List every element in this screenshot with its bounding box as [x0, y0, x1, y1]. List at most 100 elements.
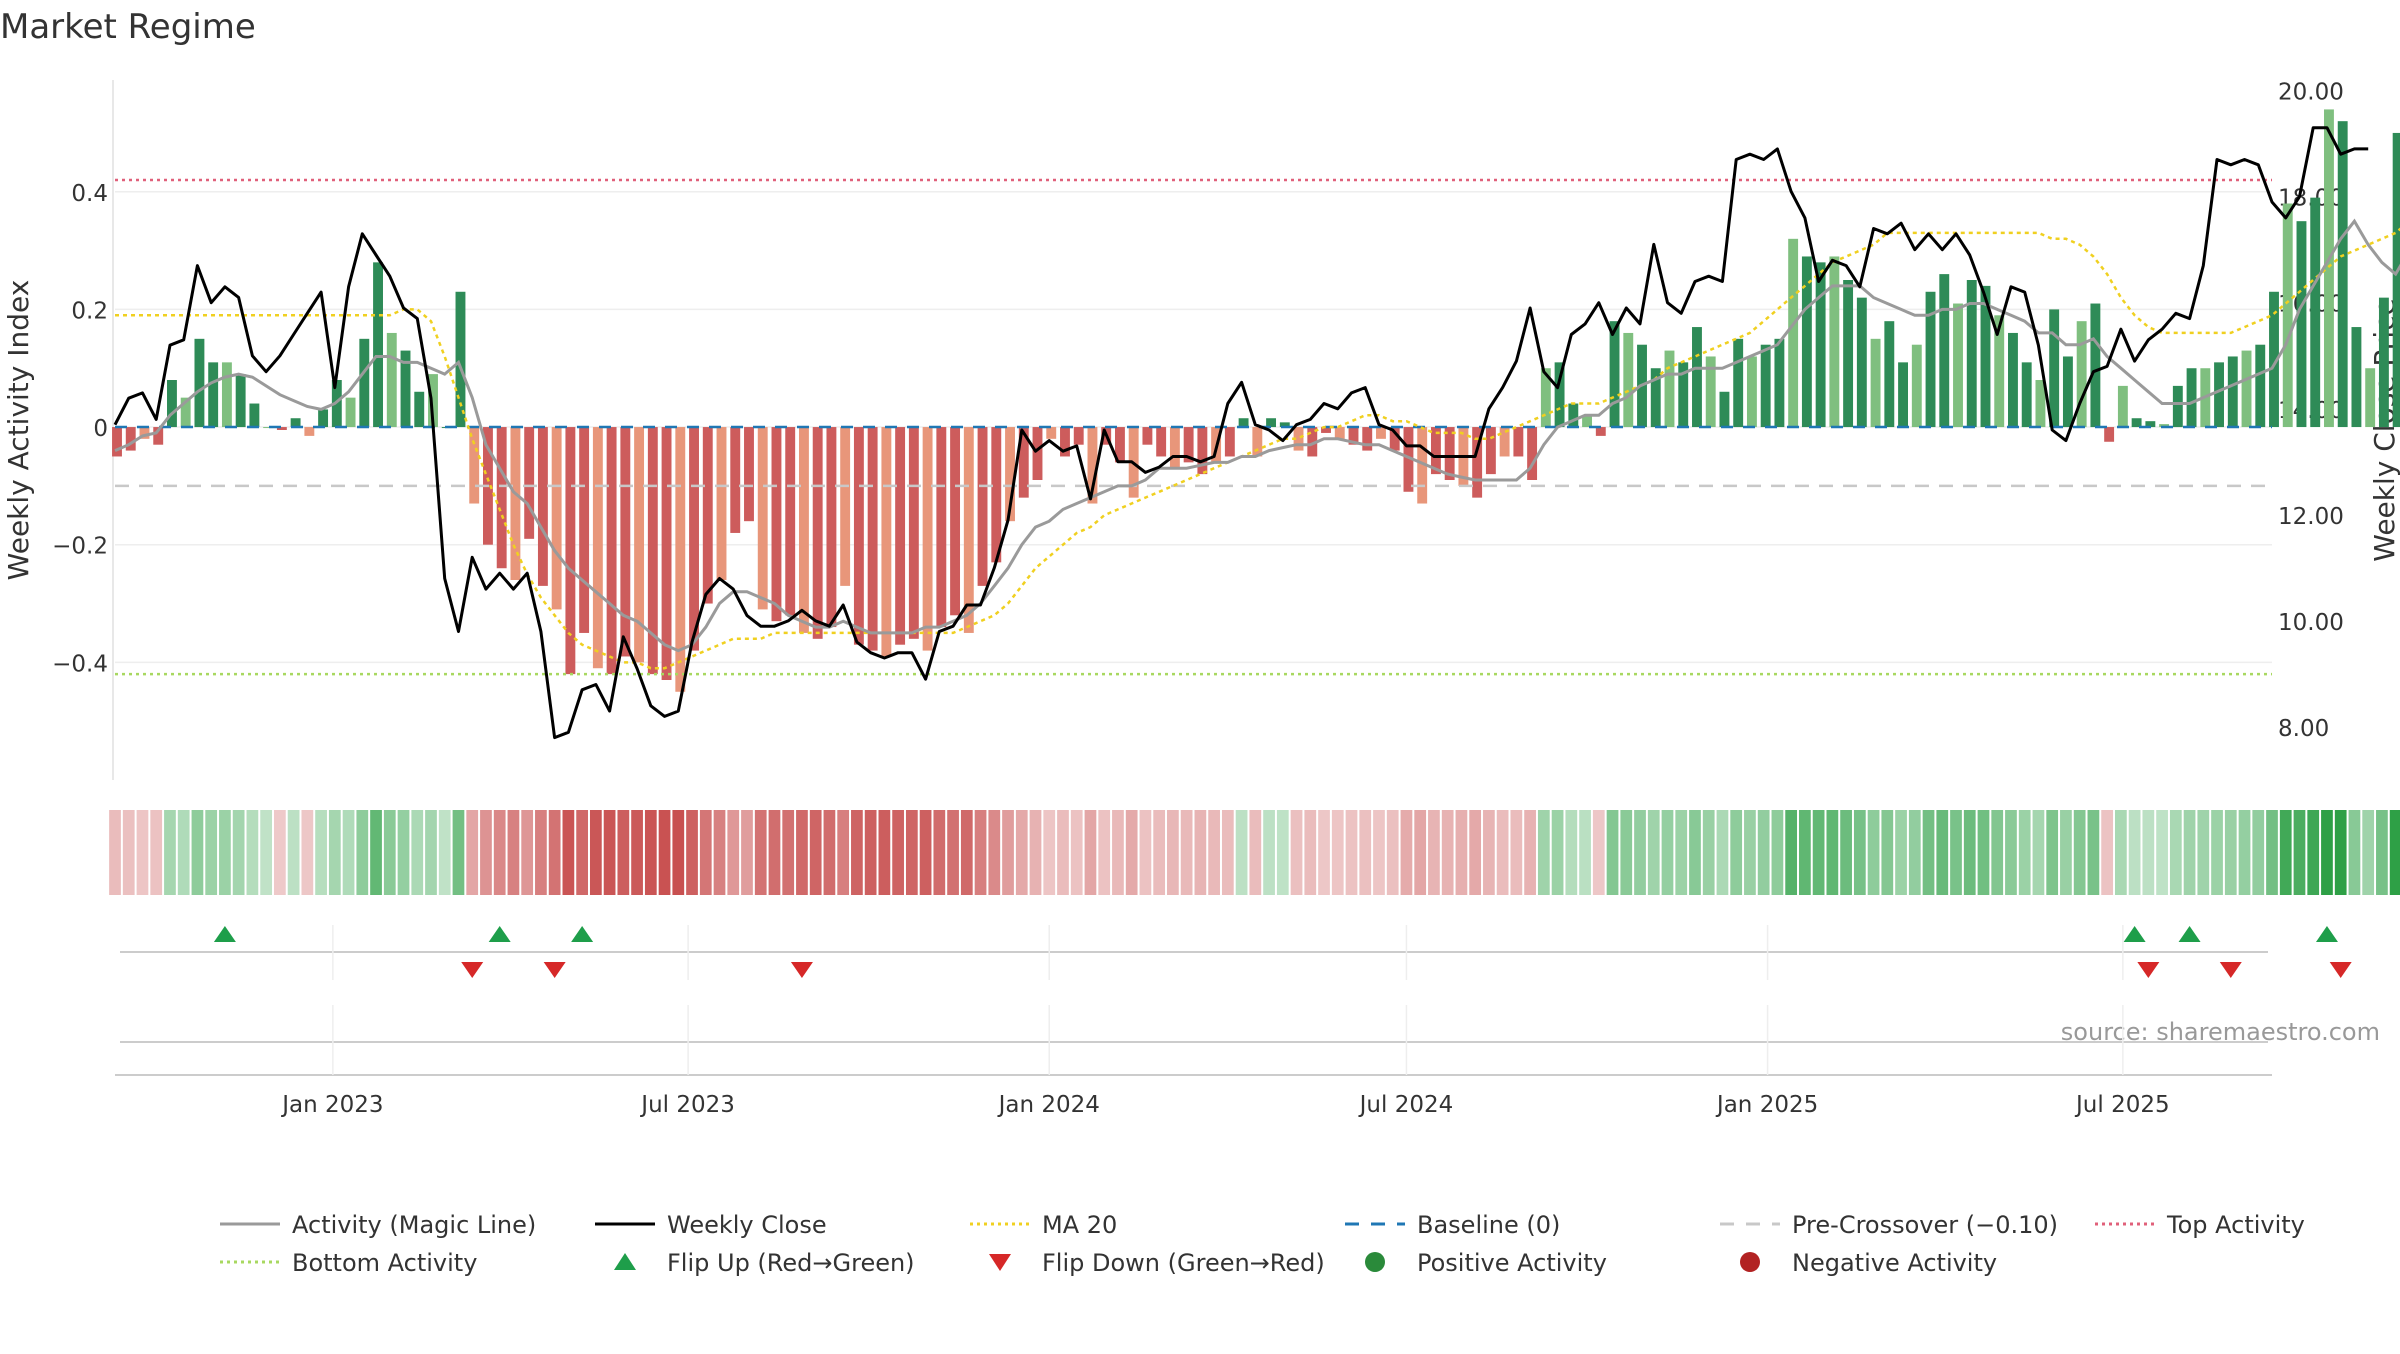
legend-label: Top Activity	[2166, 1211, 2305, 1239]
regime-strip-cell	[232, 810, 245, 895]
activity-bar	[730, 427, 741, 533]
y-tick-label-right: 12.00	[2278, 504, 2344, 530]
regime-strip-cell	[177, 810, 190, 895]
activity-bar	[2214, 362, 2224, 428]
regime-strip-cell	[741, 810, 753, 895]
x-tick-label: Jan 2023	[280, 1092, 383, 1118]
activity-bar	[1568, 403, 1579, 428]
regime-strip-cell	[2266, 810, 2278, 895]
regime-strip-cell	[1345, 810, 1358, 895]
regime-strip-cell	[933, 810, 946, 895]
regime-strip-cell	[851, 810, 863, 895]
activity-bar	[2378, 297, 2389, 428]
regime-strip-cell	[425, 810, 437, 895]
regime-strip-cell	[1853, 810, 1866, 895]
activity-bar	[153, 427, 164, 445]
activity-bar	[1843, 280, 1854, 428]
activity-bar	[1114, 427, 1125, 463]
regime-strip-cell	[947, 810, 959, 895]
regime-strip-cell	[644, 810, 657, 895]
regime-strip-cell	[342, 810, 355, 895]
regime-strip-cell	[315, 810, 327, 895]
regime-strip-cell	[2005, 810, 2017, 895]
activity-bar	[194, 338, 205, 428]
activity-bar	[1060, 427, 1070, 457]
regime-strip-cell	[809, 810, 822, 895]
flip-down-marker	[2329, 962, 2352, 978]
regime-strip-cell	[2293, 810, 2306, 895]
y-tick-label-left: 0.4	[71, 181, 108, 207]
regime-strip-cell	[2252, 810, 2265, 895]
regime-strip-cell	[1276, 810, 1289, 895]
regime-strip-cell	[2183, 810, 2196, 895]
x-tick-label: Jul 2025	[2074, 1092, 2170, 1118]
regime-strip-cell	[2060, 810, 2072, 895]
legend-swatch	[989, 1254, 1011, 1271]
regime-strip-cell	[576, 810, 588, 895]
activity-bar	[1788, 238, 1799, 428]
flip-up-marker	[571, 926, 594, 942]
regime-strip-cell	[2073, 810, 2086, 895]
activity-bar	[2310, 197, 2321, 428]
activity-bar	[579, 427, 590, 633]
regime-strip-cell	[2101, 810, 2114, 895]
legend-label: Pre-Crossover (−0.10)	[1792, 1211, 2058, 1239]
activity-bar	[235, 374, 246, 428]
activity-bar	[881, 427, 892, 657]
activity-bar	[1705, 356, 1716, 428]
regime-strip-cell	[988, 810, 1001, 895]
activity-bar	[2282, 203, 2293, 428]
activity-bar	[125, 427, 136, 451]
regime-strip-cell	[1524, 810, 1536, 895]
activity-bar	[2296, 221, 2307, 428]
activity-bar	[496, 427, 507, 569]
activity-bar	[867, 427, 878, 651]
regime-strip-cell	[1510, 810, 1523, 895]
activity-bar	[1994, 315, 2005, 428]
flip-up-marker	[213, 926, 236, 942]
regime-strip-cell	[287, 810, 300, 895]
activity-bar	[1403, 427, 1414, 492]
regime-strip-cell	[397, 810, 410, 895]
regime-strip-cell	[1125, 810, 1138, 895]
activity-bar	[414, 391, 425, 428]
activity-bar	[2337, 121, 2348, 428]
activity-bar	[1307, 427, 1318, 457]
regime-strip-cell	[1730, 810, 1743, 895]
flip-up-marker	[2178, 926, 2201, 942]
regime-strip-cell	[1565, 810, 1578, 895]
regime-strip-cell	[603, 810, 616, 895]
regime-strip-cell	[768, 810, 781, 895]
activity-bar	[1664, 350, 1675, 428]
regime-strip-cell	[535, 810, 547, 895]
regime-strip-cell	[1785, 810, 1798, 895]
regime-strip-cell	[864, 810, 877, 895]
legend-label: Bottom Activity	[292, 1249, 477, 1277]
activity-bar	[620, 427, 631, 657]
activity-bar	[2324, 109, 2334, 428]
activity-bar	[373, 262, 383, 428]
regime-strip-cell	[1826, 810, 1839, 895]
regime-strip-cell	[1469, 810, 1482, 895]
regime-strip-cell	[164, 810, 176, 895]
regime-strip	[109, 810, 2400, 895]
flip-up-marker	[2315, 926, 2338, 942]
regime-strip-cell	[1153, 810, 1166, 895]
activity-bar	[1678, 362, 1689, 428]
regime-strip-cell	[1716, 810, 1729, 895]
activity-bar	[716, 427, 727, 580]
flip-down-marker	[461, 962, 484, 978]
regime-strip-cell	[122, 810, 135, 895]
activity-bar	[2131, 418, 2142, 428]
activity-bar	[2227, 356, 2238, 428]
regime-strip-cell	[411, 810, 424, 895]
regime-strip-cell	[754, 810, 767, 895]
regime-strip-cell	[507, 810, 520, 895]
activity-bar	[400, 350, 411, 428]
legend-label: Positive Activity	[1417, 1249, 1607, 1277]
activity-bar	[1870, 338, 1881, 428]
regime-strip-cell	[205, 810, 218, 895]
activity-bar	[359, 338, 370, 428]
activity-bar	[1692, 327, 1702, 428]
activity-bar	[2035, 380, 2046, 428]
